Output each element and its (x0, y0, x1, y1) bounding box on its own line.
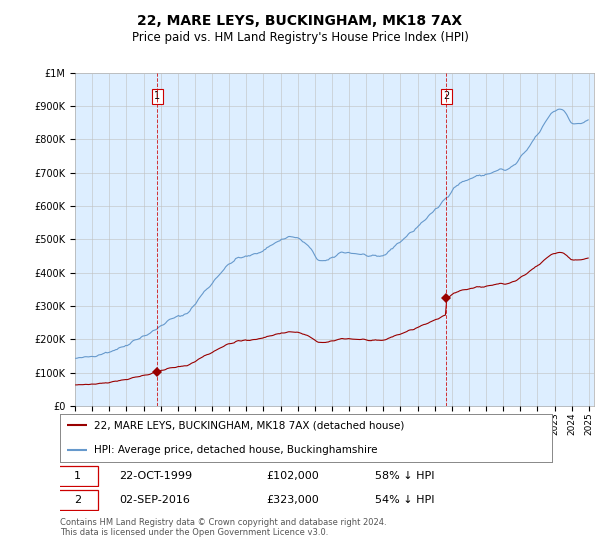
Text: 22-OCT-1999: 22-OCT-1999 (119, 471, 192, 481)
Text: 58% ↓ HPI: 58% ↓ HPI (375, 471, 434, 481)
Text: HPI: Average price, detached house, Buckinghamshire: HPI: Average price, detached house, Buck… (94, 445, 378, 455)
FancyBboxPatch shape (58, 466, 98, 486)
Text: 54% ↓ HPI: 54% ↓ HPI (375, 494, 434, 505)
Text: Contains HM Land Registry data © Crown copyright and database right 2024.
This d: Contains HM Land Registry data © Crown c… (60, 518, 386, 538)
Text: 2: 2 (443, 91, 449, 101)
Text: 02-SEP-2016: 02-SEP-2016 (119, 494, 190, 505)
Text: Price paid vs. HM Land Registry's House Price Index (HPI): Price paid vs. HM Land Registry's House … (131, 31, 469, 44)
Text: £323,000: £323,000 (266, 494, 319, 505)
Text: 1: 1 (74, 471, 81, 481)
FancyBboxPatch shape (58, 489, 98, 510)
Text: £102,000: £102,000 (266, 471, 319, 481)
Text: 1: 1 (154, 91, 160, 101)
Text: 2: 2 (74, 494, 81, 505)
Text: 22, MARE LEYS, BUCKINGHAM, MK18 7AX (detached house): 22, MARE LEYS, BUCKINGHAM, MK18 7AX (det… (94, 421, 405, 430)
Text: 22, MARE LEYS, BUCKINGHAM, MK18 7AX: 22, MARE LEYS, BUCKINGHAM, MK18 7AX (137, 14, 463, 28)
